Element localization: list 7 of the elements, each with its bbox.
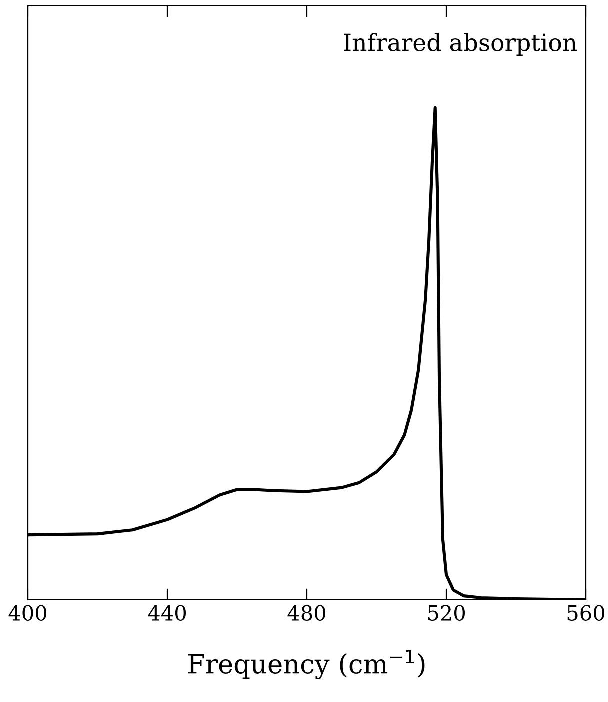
x-tick-label: 520 [428,605,465,621]
x-tick-label: 400 [8,605,46,621]
x-axis-title: Frequency (cm$^{−1}$) [188,650,425,680]
x-tick-label: 480 [288,605,326,621]
x-tick-label: 440 [148,605,186,621]
text: Infrared absorption [344,33,577,56]
x-tick-label: 560 [568,605,604,621]
